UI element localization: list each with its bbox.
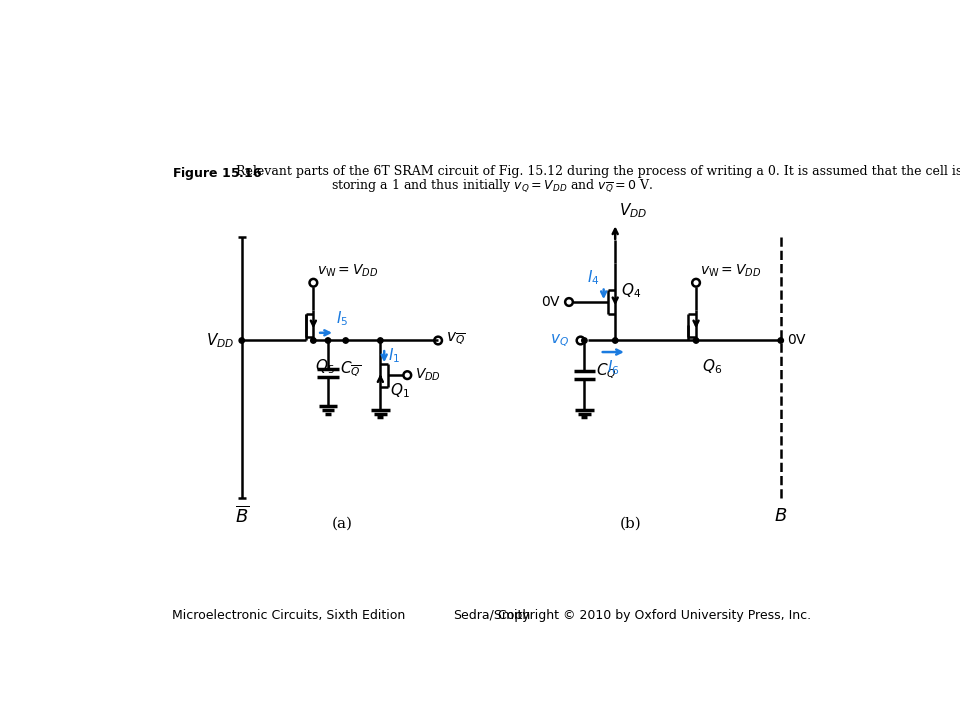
Text: $0\mathrm{V}$: $0\mathrm{V}$: [787, 333, 807, 348]
Circle shape: [778, 338, 783, 343]
Circle shape: [582, 338, 588, 343]
Text: $I_1$: $I_1$: [388, 346, 400, 365]
Text: $Q_1$: $Q_1$: [391, 381, 410, 400]
Text: $\bf{Figure\ 15.16}$: $\bf{Figure\ 15.16}$: [173, 165, 263, 182]
Text: storing a 1 and thus initially $v_Q = V_{DD}$ and $v_{\overline{Q}} = 0$ V.: storing a 1 and thus initially $v_Q = V_…: [331, 177, 653, 194]
Circle shape: [377, 338, 383, 343]
Text: Sedra/Smith: Sedra/Smith: [453, 608, 531, 621]
Text: $I_6$: $I_6$: [607, 359, 619, 377]
Text: $V_{DD}$: $V_{DD}$: [619, 202, 647, 220]
Text: $V_{DD}$: $V_{DD}$: [205, 331, 234, 350]
Circle shape: [311, 338, 316, 343]
Circle shape: [693, 338, 699, 343]
Text: $v_Q$: $v_Q$: [550, 333, 569, 348]
Text: $Q_6$: $Q_6$: [702, 357, 722, 376]
Circle shape: [343, 338, 348, 343]
Text: $Q_5$: $Q_5$: [315, 357, 335, 376]
Text: $C_Q$: $C_Q$: [596, 361, 616, 381]
Text: $\overline{B}$: $\overline{B}$: [234, 505, 249, 526]
Text: $I_5$: $I_5$: [336, 310, 348, 328]
Text: Copyright © 2010 by Oxford University Press, Inc.: Copyright © 2010 by Oxford University Pr…: [498, 608, 811, 621]
Text: $0\mathrm{V}$: $0\mathrm{V}$: [541, 295, 562, 309]
Text: $v_{\overline{Q}}$: $v_{\overline{Q}}$: [445, 330, 466, 347]
Text: $C_{\overline{Q}}$: $C_{\overline{Q}}$: [340, 360, 361, 379]
Text: $V_{DD}$: $V_{DD}$: [415, 367, 441, 383]
Text: $v_\mathrm{W} = V_{DD}$: $v_\mathrm{W} = V_{DD}$: [700, 263, 761, 279]
Text: Relevant parts of the 6T SRAM circuit of Fig. 15.12 during the process of writin: Relevant parts of the 6T SRAM circuit of…: [236, 165, 960, 178]
Text: $v_\mathrm{W} = V_{DD}$: $v_\mathrm{W} = V_{DD}$: [317, 263, 378, 279]
Circle shape: [612, 338, 618, 343]
Text: Microelectronic Circuits, Sixth Edition: Microelectronic Circuits, Sixth Edition: [173, 608, 406, 621]
Circle shape: [239, 338, 245, 343]
Text: (b): (b): [620, 517, 641, 531]
Text: $Q_4$: $Q_4$: [621, 281, 641, 300]
Text: (a): (a): [331, 517, 352, 531]
Text: $I_4$: $I_4$: [588, 268, 600, 287]
Text: $B$: $B$: [774, 507, 787, 525]
Circle shape: [325, 338, 330, 343]
